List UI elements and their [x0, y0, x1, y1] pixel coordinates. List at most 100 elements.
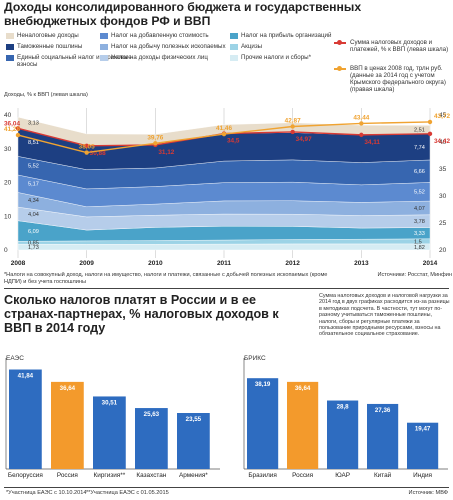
orange-line-point [15, 132, 21, 138]
legend-label: Акцизы [241, 43, 263, 50]
legend-label: Неналоговые доходы [17, 32, 79, 39]
eaes-bar [177, 413, 210, 469]
orange-line-point [427, 119, 433, 125]
eaes-bar-value: 41,84 [18, 373, 34, 380]
orange-line-point [153, 141, 158, 146]
eaes-bar-value: 36,64 [60, 385, 76, 392]
left-axis-label: Доходы, % к ВВП (левая шкала) [4, 92, 88, 98]
legend-label: Налог на доходы физических лиц [111, 54, 208, 61]
bottom-note: Сумма налоговых доходов и налоговой нагр… [319, 293, 450, 338]
legend-swatch [100, 33, 108, 39]
red-line-point [84, 143, 89, 148]
brics-bar-value: 28,8 [337, 404, 350, 411]
stack-label-2014: 4,07 [414, 206, 425, 212]
x-tick-label: 2014 [423, 260, 438, 267]
eaes-category-label: Армения* [179, 472, 208, 479]
stack-label-2008: 1,73 [28, 245, 39, 251]
red-line-point [427, 131, 433, 137]
orange-line-value: 43,44 [353, 114, 369, 121]
legend-label: Налог на прибыль организаций [241, 32, 332, 39]
legend-label: Прочие налоги и сборы* [241, 54, 311, 61]
stack-label-2014: 3,33 [414, 231, 425, 237]
legend-swatch [6, 44, 14, 50]
eaes-category-label: Россия [57, 472, 78, 479]
orange-line-point [84, 150, 89, 155]
orange-line-value: 41,46 [216, 125, 232, 132]
red-line-value: 34,5 [227, 138, 240, 145]
stack-label-2008: 4,34 [28, 198, 39, 204]
brics-bar-value: 38,19 [255, 381, 271, 388]
right-tick-label: 20 [439, 247, 447, 254]
eaes-label: ЕАЭС [6, 355, 24, 362]
brics-bar-value: 19,47 [415, 426, 431, 433]
stack-label-2014: 3,78 [414, 219, 425, 225]
brics-category-label: ЮАР [335, 472, 350, 479]
left-tick-label: 10 [4, 213, 12, 220]
brics-bar [407, 422, 439, 469]
legend-label: Налог на добавленную стоимость [111, 32, 209, 39]
legend-orange-label: ВВП в ценах 2008 год, трлн руб. (данные … [350, 65, 446, 93]
top-legend: Неналоговые доходы Таможенные пошлины Един… [4, 30, 452, 93]
orange-line-value: 38,05 [79, 144, 95, 151]
eaes-bar-value: 25,63 [144, 411, 160, 418]
orange-line-value: 39,76 [147, 134, 163, 141]
brics-bar [247, 378, 279, 469]
orange-line-value: 41,28 [4, 126, 20, 133]
legend-label: Налог на добычу полезных ископаемых [111, 43, 226, 50]
bottom-rule [4, 487, 449, 488]
right-tick-label: 30 [439, 193, 447, 200]
orange-line-point [359, 121, 364, 126]
bottom-source: Источник: МВФ [408, 490, 448, 496]
x-tick-label: 2010 [148, 260, 163, 267]
footnote-kyrgyzstan: **Участница ЕАЭС с 01.05.2015 [86, 490, 169, 496]
eaes-bar [51, 381, 84, 469]
brics-category-label: Россия [292, 472, 313, 479]
eaes-bar-value: 30,51 [102, 399, 118, 406]
stack-label-2008: 5,17 [28, 182, 39, 188]
brics-category-label: Бразилия [248, 472, 277, 479]
legend-swatch [230, 55, 238, 61]
x-tick-label: 2013 [354, 260, 369, 267]
legend-swatch [6, 55, 14, 61]
brics-category-label: Индия [413, 472, 432, 479]
left-tick-label: 0 [4, 247, 8, 254]
stack-label-2008: 6,09 [28, 229, 39, 235]
x-tick-label: 2012 [285, 260, 300, 267]
top-bottom-rule [4, 288, 449, 289]
brics-label: БРИКС [244, 355, 266, 362]
red-line-value: 34,11 [364, 139, 380, 146]
eaes-category-label: Киргизия** [94, 472, 126, 479]
brics-bar-value: 36,64 [295, 385, 311, 392]
red-line-value: 30,88 [90, 150, 106, 157]
eaes-bar [93, 396, 126, 469]
stack-label-2008: 5,52 [28, 164, 39, 170]
legend-swatch [100, 44, 108, 50]
eaes-category-label: Казахстан [136, 472, 166, 479]
legend-swatch [6, 33, 14, 39]
top-footnote: *Налоги на совокупный доход, налоги на и… [4, 272, 328, 285]
red-line-value: 31,12 [158, 149, 174, 156]
eaes-bar [9, 369, 42, 469]
x-tick-label: 2008 [11, 260, 26, 267]
legend-red-dot [337, 40, 342, 45]
red-line-value: 36,04 [4, 120, 20, 127]
brics-category-label: Китай [374, 471, 392, 479]
legend-swatch [100, 55, 108, 61]
x-tick-label: 2011 [217, 260, 231, 267]
right-tick-label: 45 [439, 112, 447, 119]
top-source: Источники: Росстат, Минфин [377, 272, 452, 278]
x-tick-label: 2009 [79, 260, 94, 267]
brics-bar-value: 27,36 [375, 407, 391, 414]
red-line-point [15, 126, 21, 131]
orange-line-point [290, 124, 295, 129]
legend-swatch [230, 44, 238, 50]
right-tick-label: 35 [439, 166, 447, 173]
red-line-value: 34,97 [296, 136, 312, 143]
stack-label-2008: 0,85 [28, 241, 39, 247]
stack-label-2014: 2,51 [414, 128, 425, 134]
stack-label-2014: 7,74 [414, 145, 425, 151]
right-tick-label: 25 [439, 220, 447, 227]
right-tick-label: 40 [439, 139, 447, 146]
orange-line-point [221, 131, 227, 137]
